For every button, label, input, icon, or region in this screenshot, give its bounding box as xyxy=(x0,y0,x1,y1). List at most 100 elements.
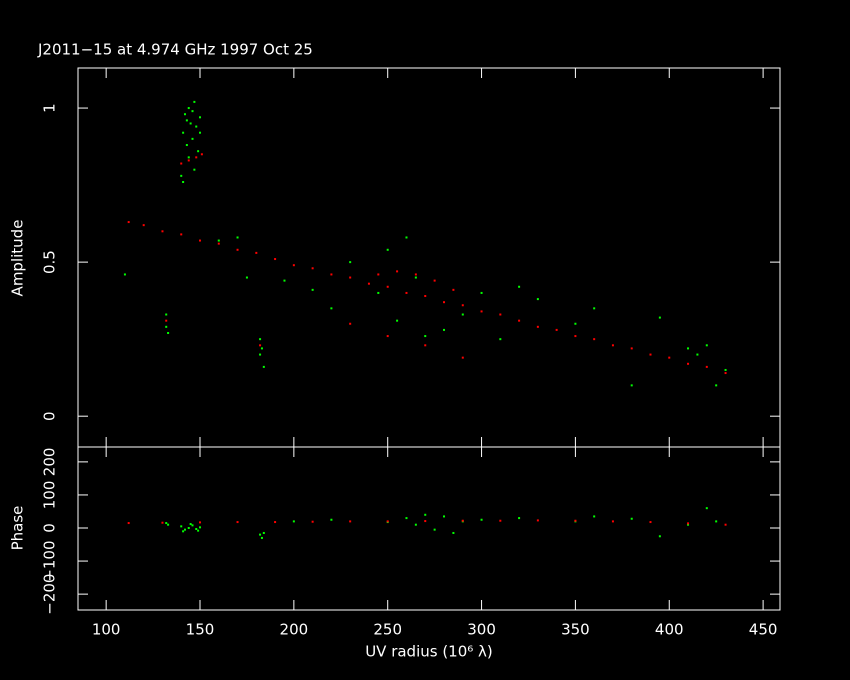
data-point xyxy=(396,319,399,322)
data-point xyxy=(180,174,183,177)
data-point xyxy=(161,521,164,524)
y-tick-label: 1 xyxy=(41,103,59,113)
data-point xyxy=(724,368,727,371)
data-point xyxy=(518,517,521,520)
chart-title: J2011−15 at 4.974 GHz 1997 Oct 25 xyxy=(37,41,313,59)
data-point xyxy=(461,313,464,316)
data-point xyxy=(262,531,265,534)
data-point xyxy=(593,307,596,310)
data-point xyxy=(724,372,727,375)
data-point xyxy=(649,353,652,356)
y-tick-label: 0 xyxy=(41,523,59,533)
data-point xyxy=(193,100,196,103)
data-point xyxy=(414,273,417,276)
data-point xyxy=(443,301,446,304)
data-point xyxy=(182,131,185,134)
data-point xyxy=(236,236,239,239)
data-point xyxy=(167,331,170,334)
data-point xyxy=(217,242,220,245)
data-point xyxy=(480,310,483,313)
data-point xyxy=(715,384,718,387)
data-point xyxy=(452,288,455,291)
data-point xyxy=(705,507,708,510)
data-point xyxy=(197,150,200,153)
data-point xyxy=(197,529,200,532)
data-point xyxy=(414,276,417,279)
data-point xyxy=(658,535,661,538)
x-tick-label: 200 xyxy=(280,621,309,639)
data-point xyxy=(161,230,164,233)
data-point xyxy=(593,338,596,341)
data-point xyxy=(255,251,258,254)
data-point xyxy=(200,153,203,156)
y-tick-label: −200 xyxy=(41,574,59,615)
x-tick-label: 100 xyxy=(92,621,121,639)
data-point xyxy=(461,356,464,359)
data-point xyxy=(696,353,699,356)
data-point xyxy=(183,113,186,116)
data-point xyxy=(536,325,539,328)
data-point xyxy=(405,517,408,520)
data-point xyxy=(611,520,614,523)
data-point xyxy=(195,125,198,128)
y-tick-label: 0 xyxy=(41,411,59,421)
data-point xyxy=(195,527,198,530)
data-point xyxy=(245,276,248,279)
data-point xyxy=(199,239,202,242)
data-point xyxy=(386,248,389,251)
data-point xyxy=(180,233,183,236)
data-point xyxy=(518,319,521,322)
data-point xyxy=(182,530,185,533)
data-point xyxy=(259,338,262,341)
data-point xyxy=(668,356,671,359)
data-point xyxy=(187,527,190,530)
data-point xyxy=(724,523,727,526)
data-point xyxy=(259,353,262,356)
data-point xyxy=(199,116,202,119)
data-point xyxy=(187,107,190,110)
data-point xyxy=(349,276,352,279)
data-point xyxy=(330,518,333,521)
data-point xyxy=(687,522,690,525)
data-point xyxy=(499,338,502,341)
data-point xyxy=(123,273,126,276)
data-point xyxy=(414,523,417,526)
data-point xyxy=(259,533,262,536)
data-point xyxy=(499,519,502,522)
data-point xyxy=(180,162,183,165)
data-point xyxy=(658,316,661,319)
data-point xyxy=(424,335,427,338)
data-point xyxy=(187,159,190,162)
data-point xyxy=(127,522,130,525)
data-point xyxy=(182,181,185,184)
data-point xyxy=(165,522,168,525)
data-point xyxy=(349,520,352,523)
data-point xyxy=(536,519,539,522)
data-point xyxy=(262,365,265,368)
data-point xyxy=(127,221,130,224)
data-point xyxy=(649,521,652,524)
data-point xyxy=(574,322,577,325)
data-point xyxy=(292,264,295,267)
data-point xyxy=(259,344,262,347)
data-point xyxy=(311,520,314,523)
data-point xyxy=(311,288,314,291)
data-point xyxy=(189,122,192,125)
data-point xyxy=(191,110,194,113)
data-point xyxy=(274,258,277,261)
data-point xyxy=(191,524,194,527)
y-tick-label: 100 xyxy=(41,481,59,510)
data-point xyxy=(433,279,436,282)
data-point xyxy=(405,291,408,294)
y-tick-label: 0.5 xyxy=(41,250,59,274)
data-point xyxy=(555,328,558,331)
data-point xyxy=(330,273,333,276)
data-point xyxy=(715,520,718,523)
data-point xyxy=(424,520,427,523)
data-point xyxy=(424,295,427,298)
x-tick-label: 150 xyxy=(186,621,215,639)
data-point xyxy=(396,270,399,273)
data-point xyxy=(386,520,389,523)
